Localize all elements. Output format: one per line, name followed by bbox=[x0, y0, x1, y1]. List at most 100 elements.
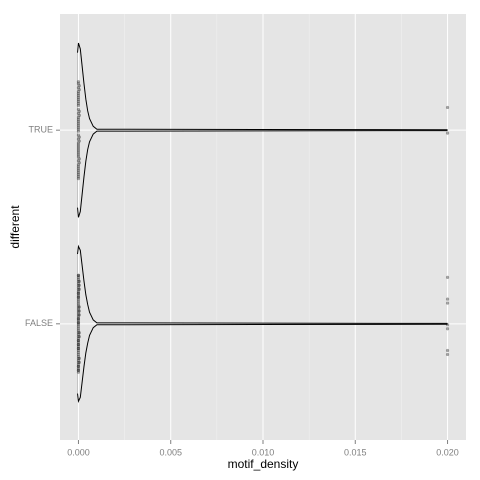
point bbox=[76, 145, 81, 149]
point bbox=[76, 354, 81, 359]
point bbox=[77, 305, 81, 309]
point bbox=[445, 301, 450, 305]
point bbox=[76, 356, 81, 360]
point bbox=[76, 333, 81, 337]
point bbox=[76, 125, 81, 129]
point bbox=[76, 279, 81, 283]
point bbox=[76, 350, 81, 355]
point bbox=[76, 273, 81, 278]
point bbox=[76, 92, 81, 96]
point bbox=[76, 147, 81, 151]
point bbox=[76, 346, 81, 351]
point bbox=[76, 325, 81, 329]
point bbox=[76, 143, 81, 147]
point bbox=[76, 165, 81, 169]
violin-outline bbox=[77, 323, 448, 404]
point bbox=[445, 327, 450, 331]
point bbox=[77, 84, 81, 88]
point bbox=[445, 348, 450, 353]
point bbox=[76, 307, 81, 311]
point bbox=[76, 149, 81, 153]
y-tick-label: FALSE bbox=[25, 318, 53, 328]
point bbox=[76, 297, 81, 301]
point bbox=[77, 283, 81, 287]
point bbox=[76, 153, 81, 157]
point bbox=[77, 360, 81, 364]
x-axis-title: motif_density bbox=[228, 457, 299, 471]
y-tick-label: TRUE bbox=[29, 125, 54, 135]
point bbox=[76, 319, 81, 323]
point bbox=[76, 348, 81, 353]
point bbox=[76, 119, 81, 123]
point bbox=[76, 82, 81, 86]
point bbox=[77, 109, 81, 114]
point bbox=[76, 293, 81, 297]
point bbox=[76, 99, 81, 104]
point bbox=[77, 157, 81, 161]
marks bbox=[76, 42, 450, 404]
point bbox=[76, 121, 81, 125]
point bbox=[77, 331, 81, 335]
point bbox=[76, 141, 81, 145]
point bbox=[76, 287, 81, 291]
point bbox=[76, 101, 81, 106]
point bbox=[76, 364, 81, 368]
point bbox=[76, 321, 81, 325]
point bbox=[76, 111, 81, 115]
point bbox=[76, 80, 81, 84]
point bbox=[76, 291, 81, 295]
point bbox=[76, 123, 81, 127]
point bbox=[76, 281, 81, 285]
point bbox=[76, 337, 81, 341]
point bbox=[76, 115, 81, 119]
point bbox=[76, 313, 81, 317]
point bbox=[76, 95, 81, 100]
point bbox=[76, 173, 81, 177]
x-tick-label: 0.020 bbox=[436, 447, 459, 457]
point bbox=[77, 113, 81, 117]
point bbox=[77, 135, 81, 139]
y-axis-title: different bbox=[8, 205, 22, 249]
point bbox=[76, 295, 81, 299]
point bbox=[76, 171, 81, 175]
violin-outline bbox=[77, 130, 448, 218]
point bbox=[76, 305, 81, 309]
point bbox=[76, 339, 81, 343]
point bbox=[76, 303, 81, 307]
point bbox=[77, 287, 81, 291]
point bbox=[76, 90, 81, 94]
point bbox=[76, 370, 81, 374]
x-tick-label: 0.010 bbox=[252, 447, 275, 457]
point bbox=[76, 346, 81, 351]
point bbox=[76, 107, 81, 112]
point bbox=[76, 295, 81, 299]
point bbox=[76, 321, 81, 325]
point bbox=[445, 275, 450, 279]
point bbox=[76, 117, 81, 121]
point bbox=[445, 297, 450, 301]
point bbox=[76, 329, 81, 333]
x-tick-label: 0.000 bbox=[67, 447, 90, 457]
point bbox=[77, 279, 81, 283]
point bbox=[76, 327, 81, 331]
point bbox=[76, 340, 81, 345]
point bbox=[76, 368, 81, 372]
point bbox=[76, 103, 81, 108]
point bbox=[76, 339, 81, 343]
point bbox=[76, 163, 81, 167]
point bbox=[76, 176, 81, 181]
point bbox=[76, 323, 81, 327]
point bbox=[76, 175, 81, 179]
point bbox=[76, 309, 81, 313]
x-tick-label: 0.005 bbox=[159, 447, 182, 457]
point bbox=[77, 313, 81, 317]
point bbox=[76, 364, 81, 368]
point bbox=[76, 301, 81, 305]
point bbox=[76, 344, 81, 349]
point bbox=[76, 273, 81, 278]
point bbox=[76, 169, 81, 173]
point bbox=[76, 86, 81, 90]
violin-outline bbox=[77, 244, 448, 324]
point bbox=[76, 299, 81, 303]
